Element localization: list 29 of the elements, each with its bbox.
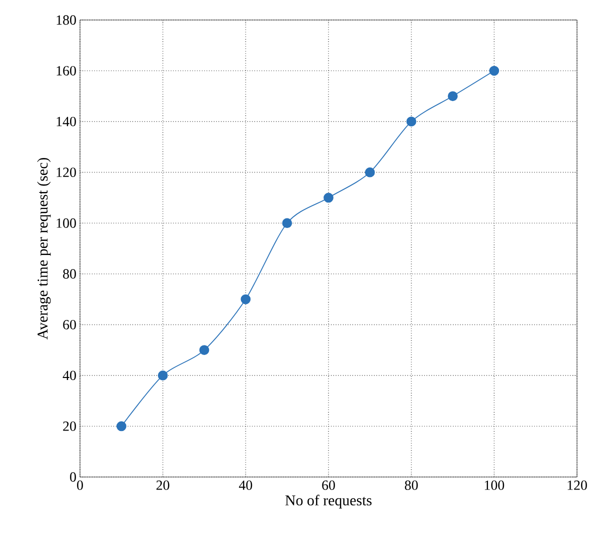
- x-tick-label: 0: [77, 480, 83, 490]
- y-tick-label: 80: [63, 269, 76, 279]
- point: [448, 91, 458, 102]
- x-tick-label: 60: [322, 480, 335, 490]
- x-tick-label: 20: [156, 480, 170, 490]
- point: [199, 345, 210, 356]
- y-axis-title: Average time per request (sec): [37, 158, 51, 340]
- point: [364, 167, 375, 178]
- point: [282, 218, 292, 228]
- point: [324, 192, 334, 203]
- point: [406, 116, 416, 126]
- y-tick-label: 180: [56, 15, 76, 25]
- x-axis-title: No of requests: [285, 494, 372, 508]
- y-tick-label: 140: [56, 116, 76, 126]
- point: [240, 294, 251, 304]
- x-tick-label: 40: [238, 480, 252, 490]
- x-tick-label: 120: [568, 480, 587, 490]
- y-tick-label: 60: [63, 320, 76, 330]
- y-tick-label: 0: [70, 472, 76, 482]
- y-tick-label: 160: [56, 66, 76, 76]
- y-tick-label: 40: [62, 370, 76, 380]
- y-tick-label: 120: [56, 168, 76, 178]
- point: [158, 370, 168, 380]
- x-tick-label: 80: [404, 480, 418, 490]
- y-tick-label: 100: [56, 218, 76, 228]
- x-tick-label: 100: [484, 480, 504, 490]
- point: [116, 421, 126, 432]
- point: [489, 66, 500, 76]
- y-tick-label: 20: [63, 422, 76, 431]
